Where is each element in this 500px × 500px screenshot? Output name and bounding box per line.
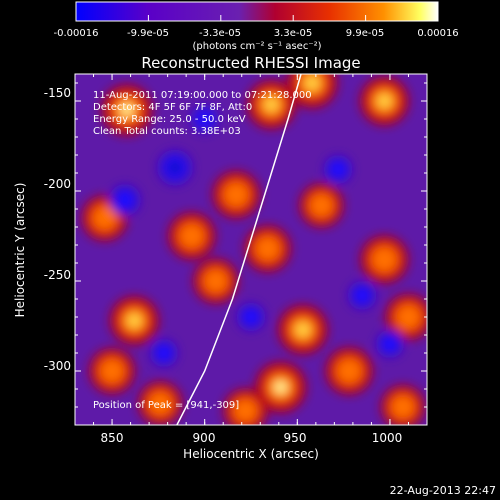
heatmap-blob (204, 269, 228, 293)
heatmap-blob (148, 392, 172, 415)
heatmap-blob (234, 399, 257, 422)
heatmap-blob (100, 359, 124, 383)
x-tick-label: 900 (193, 431, 216, 445)
heatmap-blob (337, 358, 362, 384)
colorbar-tick-label: -3.3e-05 (199, 28, 241, 39)
heatmap-blob (255, 236, 280, 261)
heatmap-blob (396, 305, 421, 329)
colorbar-ticks (75, 15, 439, 21)
heatmap-blob (195, 110, 214, 128)
x-tick-label: 1000 (372, 431, 403, 445)
heatmap-blob (224, 182, 249, 207)
info-line: 11-Aug-2011 07:19:00.000 to 07:21:28.000 (93, 90, 312, 101)
heatmap-blob (376, 93, 393, 109)
heatmap-blob (115, 190, 135, 210)
heatmap-blob (295, 321, 311, 338)
heatmap-blobs (81, 74, 427, 425)
heatmap-blob (353, 286, 371, 305)
heatmap-blob (381, 335, 399, 353)
colorbar-tick-label: 9.9e-05 (346, 28, 384, 39)
x-tick-label: 850 (101, 431, 124, 445)
y-axis-label: Heliocentric Y (arcsec) (13, 183, 27, 318)
info-line: Detectors: 4F 5F 6F 7F 8F, Att:0 (93, 102, 252, 113)
heatmap-blob (329, 160, 347, 179)
heatmap-blob (179, 223, 204, 249)
x-tick-label: 950 (284, 431, 307, 445)
heatmap-blob (93, 206, 117, 230)
heatmap-blob (310, 194, 333, 217)
info-line: Clean Total counts: 3.38E+03 (93, 126, 241, 137)
heatmap-blob (304, 75, 321, 91)
footer-date: 22-Aug-2013 22:47 (390, 484, 496, 497)
colorbar-tick-label: 0.00016 (417, 28, 458, 39)
y-tick-label: -300 (44, 359, 71, 373)
info-line: Energy Range: 25.0 - 50.0 keV (93, 114, 246, 125)
heatmap-blob (171, 163, 180, 172)
colorbar-unit-label: (photons cm⁻² s⁻¹ asec⁻²) (192, 41, 321, 52)
heatmap-blob (391, 395, 415, 419)
y-tick-label: -250 (44, 268, 71, 282)
colorbar (75, 1, 439, 22)
solar-limb-curve (176, 74, 302, 425)
peak-position-label: Position of Peak = [941,-309] (93, 400, 239, 411)
heatmap-blob (122, 106, 131, 114)
heatmap-blob (126, 312, 142, 329)
chart-title: Reconstructed RHESSI Image (141, 54, 360, 72)
plot-frame (74, 73, 428, 426)
heatmap-blob (276, 383, 285, 392)
y-tick-label: -200 (44, 177, 71, 191)
colorbar-tick-label: -0.00016 (54, 28, 99, 39)
y-tick-label: -150 (44, 86, 71, 100)
colorbar-tick-label: -9.9e-05 (127, 28, 169, 39)
x-axis-label: Heliocentric X (arcsec) (183, 447, 319, 461)
colorbar-tick-label: 3.3e-05 (274, 28, 312, 39)
axis-ticks (75, 74, 428, 426)
heatmap-blob (242, 308, 260, 326)
heatmap-blob (263, 96, 280, 113)
heatmap-blob (155, 344, 173, 362)
heatmap-blob (372, 247, 397, 272)
